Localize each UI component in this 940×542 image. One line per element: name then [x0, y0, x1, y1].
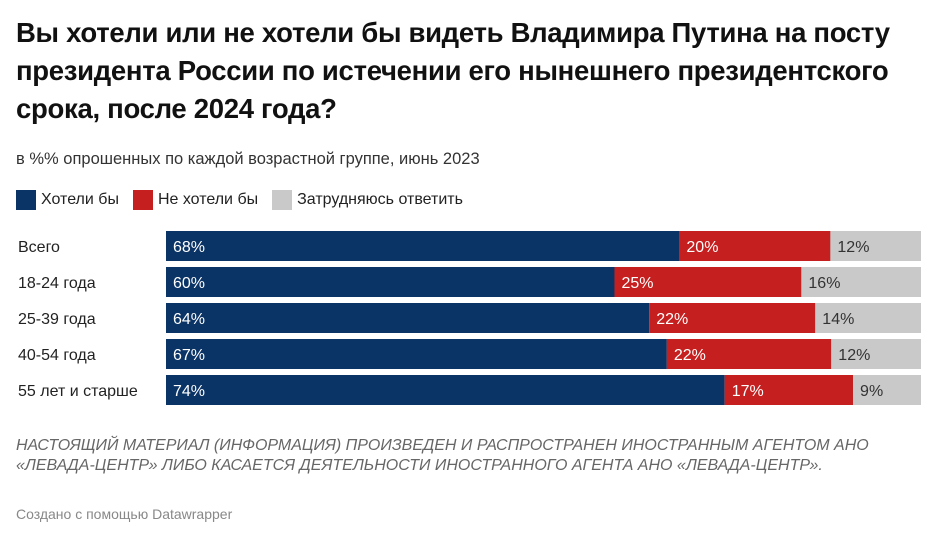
data-label: 60% — [173, 275, 205, 292]
bar-segment — [166, 339, 667, 369]
legend: Хотели бы Не хотели бы Затрудняюсь ответ… — [16, 190, 477, 210]
bar-segment — [649, 303, 816, 333]
data-label: 14% — [822, 311, 854, 328]
category-label: Всего — [18, 239, 60, 256]
legend-item: Хотели бы — [16, 190, 119, 210]
data-label: 12% — [837, 239, 869, 256]
bar-segment — [801, 267, 921, 297]
legend-swatch — [16, 190, 36, 210]
foreign-agent-note: НАСТОЯЩИЙ МАТЕРИАЛ (ИНФОРМАЦИЯ) ПРОИЗВЕД… — [16, 437, 869, 474]
stacked-bar-chart: Всего 68% 20% 12% 18-24 года 60% 25% 16% 25-39 г… — [18, 231, 921, 405]
bar-segment — [679, 231, 831, 261]
category-label: 25-39 года — [18, 311, 96, 328]
bar-segment — [815, 303, 921, 333]
data-label: 22% — [674, 347, 706, 364]
legend-label: Хотели бы — [41, 191, 119, 208]
chart-subtitle: в %% опрошенных по каждой возрастной гру… — [16, 150, 480, 168]
legend-item: Не хотели бы — [132, 190, 259, 210]
bar-segment — [166, 267, 615, 297]
data-label: 16% — [808, 275, 840, 292]
category-label: 18-24 года — [18, 275, 96, 292]
data-label: 17% — [732, 383, 764, 400]
category-label: 40-54 года — [18, 347, 96, 364]
bar-segment — [166, 303, 650, 333]
bar-segment — [666, 339, 832, 369]
data-label: 74% — [173, 383, 205, 400]
bar-segment — [831, 339, 921, 369]
legend-label: Не хотели бы — [157, 191, 259, 208]
legend-swatch — [132, 190, 153, 210]
credit: Создано с помощью Datawrapper — [16, 506, 233, 522]
legend-label: Затрудняюсь ответить — [297, 191, 463, 208]
bar-segment — [166, 231, 680, 261]
data-label: 68% — [173, 239, 205, 256]
bar-segment — [724, 375, 854, 405]
data-label: 9% — [860, 383, 883, 400]
bar-segment — [166, 375, 725, 405]
data-label: 25% — [622, 275, 654, 292]
data-label: 22% — [656, 311, 688, 328]
category-label: 55 лет и старше — [18, 383, 138, 400]
bar-segment — [853, 375, 921, 405]
bar-segment — [614, 267, 802, 297]
data-label: 20% — [686, 239, 718, 256]
chart-title: Вы хотели или не хотели бы видеть Владим… — [16, 17, 890, 124]
data-label: 67% — [173, 347, 205, 364]
data-label: 64% — [173, 311, 205, 328]
legend-item: Затрудняюсь ответить — [272, 190, 463, 210]
legend-swatch — [272, 190, 293, 210]
bar-segment — [830, 231, 921, 261]
data-label: 12% — [838, 347, 870, 364]
